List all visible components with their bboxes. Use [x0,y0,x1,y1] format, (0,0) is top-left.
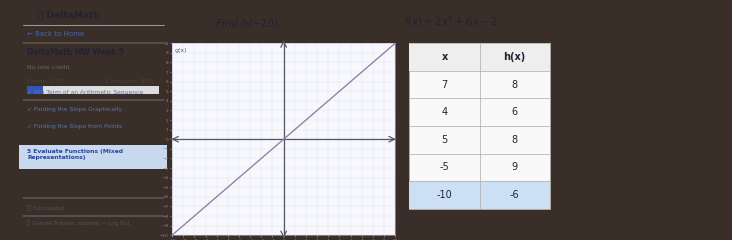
Text: 8: 8 [512,80,518,90]
Text: No late credit: No late credit [27,65,70,70]
Text: Find h(−10).: Find h(−10). [216,19,282,29]
Text: -10: -10 [436,190,452,200]
Text: x: x [441,52,447,62]
Text: 6: 6 [512,107,518,117]
Text: DeltaMath HW Week 5: DeltaMath HW Week 5 [27,48,124,57]
Bar [27,86,160,94]
Text: Grade: 13%: Grade: 13% [27,79,64,84]
Text: -6: -6 [510,190,520,200]
Text: 🎓 DeltaMath: 🎓 DeltaMath [38,11,100,20]
Text: ← Back to Home: ← Back to Home [27,31,84,37]
Text: h(x): h(x) [504,52,526,62]
Bar [409,181,550,209]
Text: $f(x) = 2x^2 + 6x - 2$: $f(x) = 2x^2 + 6x - 2$ [404,14,498,29]
Text: 5 Evaluate Functions (Mixed
Representations): 5 Evaluate Functions (Mixed Representati… [27,149,123,160]
Text: 9: 9 [512,162,518,172]
Text: ✓ Nth Term of an Arithmetic Sequence: ✓ Nth Term of an Arithmetic Sequence [27,90,143,95]
Bar [27,86,43,94]
Text: 4: 4 [441,107,447,117]
Text: 5: 5 [441,135,447,145]
Text: ✓ Finding the Slope from Points: ✓ Finding the Slope from Points [27,124,122,129]
Text: ✓ Finding the Slope Graphically: ✓ Finding the Slope Graphically [27,107,122,112]
Text: 8: 8 [512,135,518,145]
Bar [409,43,550,209]
Bar [19,145,168,169]
Text: 👤 Gabriel Trabalic, student — Log Out: 👤 Gabriel Trabalic, student — Log Out [27,221,130,226]
Text: g(x): g(x) [174,48,187,53]
Text: -5: -5 [440,162,449,172]
Text: Complete: 90%: Complete: 90% [106,79,154,84]
Text: 7: 7 [441,80,447,90]
Bar [409,43,550,71]
Text: 🖩 Calculator: 🖩 Calculator [27,205,65,211]
